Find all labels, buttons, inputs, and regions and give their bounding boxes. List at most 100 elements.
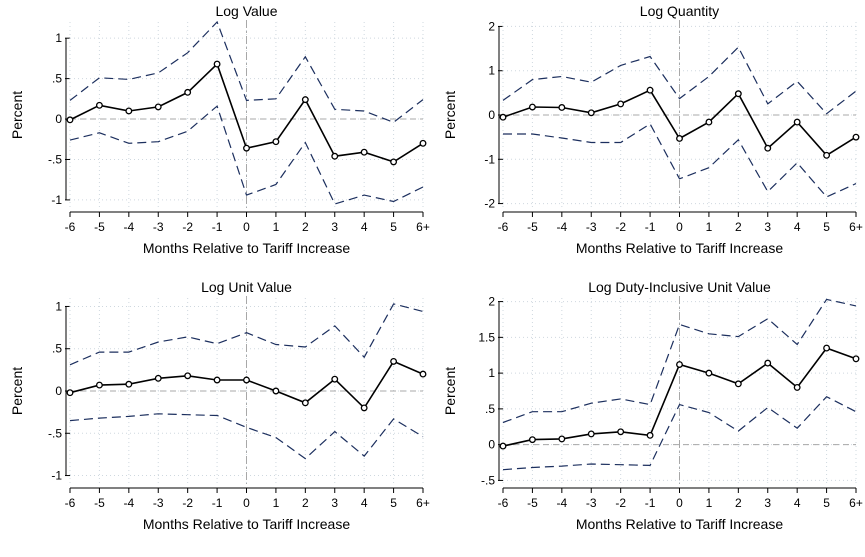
estimate-point xyxy=(360,404,368,412)
estimate-point xyxy=(243,144,250,152)
x-tick-label: -1 xyxy=(645,496,656,510)
estimate-point xyxy=(852,355,860,363)
estimate-point xyxy=(764,144,772,152)
y-tick-label: 1 xyxy=(55,299,62,313)
estimate-point xyxy=(301,399,309,407)
x-tick-label: -1 xyxy=(645,220,656,234)
y-tick-label: 1 xyxy=(488,366,495,380)
chart-title: Log Value xyxy=(215,3,277,19)
x-tick-label: 6+ xyxy=(416,220,430,234)
x-tick-label: 6+ xyxy=(849,496,863,510)
estimate-point xyxy=(676,361,683,368)
y-tick-label: 0 xyxy=(55,384,62,398)
estimate-point xyxy=(734,380,742,388)
x-tick-label: -4 xyxy=(123,220,134,234)
x-axis-title: Months Relative to Tariff Increase xyxy=(143,516,350,532)
panel-log-duty-inclusive-unit-value: Log Duty-Inclusive Unit Value 2 1.5 1.5 0 -.5… xyxy=(433,276,865,552)
x-tick-label: 0 xyxy=(676,220,683,234)
lower-ci-line xyxy=(502,395,857,471)
estimate-point xyxy=(419,370,427,378)
estimate-point xyxy=(331,152,339,160)
x-tick-label: 6+ xyxy=(416,496,430,510)
x-tick-label: 3 xyxy=(331,496,338,510)
x-axis-title: Months Relative to Tariff Increase xyxy=(576,240,783,256)
estimate-point xyxy=(734,90,742,98)
x-tick-label: -5 xyxy=(94,496,105,510)
x-tick-label: 1 xyxy=(706,220,713,234)
y-tick-label: .5 xyxy=(52,72,62,86)
x-tick-label: 2 xyxy=(735,220,742,234)
y-tick-label: -.5 xyxy=(48,426,62,440)
x-tick-label: 6+ xyxy=(849,220,863,234)
chart-title: Log Quantity xyxy=(640,3,719,19)
estimate-point xyxy=(528,103,536,111)
y-axis-title: Percent xyxy=(442,91,458,139)
x-tick-label: -4 xyxy=(123,496,134,510)
estimate-point xyxy=(154,374,162,382)
upper-ci-line xyxy=(69,303,424,366)
panel-log-value: Log Value 1.5 0 -.5 -1 -6 -5 -4 -3 -2 -1 0 1 2 3 4 5 6+ Mo… xyxy=(0,0,432,276)
estimate-point xyxy=(823,151,831,159)
x-tick-label: 4 xyxy=(794,496,801,510)
x-tick-label: -6 xyxy=(498,220,509,234)
estimate-point xyxy=(705,118,713,126)
y-tick-label: 0 xyxy=(488,108,495,122)
x-axis-title: Months Relative to Tariff Increase xyxy=(143,240,350,256)
upper-ci-line xyxy=(502,298,857,424)
y-axis-title: Percent xyxy=(9,91,25,139)
chart-log-duty-inclusive-unit-value: Log Duty-Inclusive Unit Value21.51.50-.5… xyxy=(442,279,863,532)
x-tick-label: 2 xyxy=(302,220,309,234)
x-tick-label: -5 xyxy=(527,496,538,510)
estimate-point xyxy=(95,101,103,109)
y-tick-label: .5 xyxy=(52,342,62,356)
estimate-point xyxy=(528,436,536,444)
x-tick-label: 4 xyxy=(794,220,801,234)
estimate-point xyxy=(823,344,831,352)
estimate-point xyxy=(331,375,339,383)
lower-ci-line xyxy=(69,413,424,460)
y-axis-title: Percent xyxy=(442,367,458,415)
y-tick-label: 1.5 xyxy=(478,330,495,344)
upper-ci-line xyxy=(69,20,424,123)
x-tick-label: 0 xyxy=(243,220,250,234)
y-tick-label: 1 xyxy=(488,64,495,78)
lower-ci-line xyxy=(69,105,424,205)
estimate-point xyxy=(646,86,654,94)
estimate-point xyxy=(587,430,595,438)
estimate-point xyxy=(301,96,309,104)
x-tick-label: -5 xyxy=(527,220,538,234)
y-axis-title: Percent xyxy=(9,367,25,415)
y-tick-label: -1 xyxy=(51,469,62,483)
y-tick-label: 0 xyxy=(55,112,62,126)
x-tick-label: 5 xyxy=(823,496,830,510)
x-tick-label: 1 xyxy=(273,220,280,234)
estimate-point xyxy=(793,383,801,391)
y-tick-label: 2 xyxy=(488,295,495,309)
x-tick-label: -1 xyxy=(212,220,223,234)
x-tick-label: 3 xyxy=(764,496,771,510)
estimate-point xyxy=(243,376,250,384)
y-tick-label: 1 xyxy=(55,31,62,45)
estimate-point xyxy=(272,138,280,146)
x-tick-label: 3 xyxy=(331,220,338,234)
panel-log-unit-value: Log Unit Value 1.5 0 -.5 -1 -6 -5 -4 -3 -2 -1 0 1 2 3 4… xyxy=(0,276,432,552)
estimate-point xyxy=(125,107,133,115)
y-tick-label: .5 xyxy=(485,402,495,416)
estimate-point xyxy=(213,376,221,384)
x-tick-label: -1 xyxy=(212,496,223,510)
y-tick-label: 2 xyxy=(488,19,495,33)
estimate-point xyxy=(852,133,860,141)
x-tick-label: -6 xyxy=(65,496,76,510)
x-tick-label: 1 xyxy=(706,496,713,510)
estimate-point xyxy=(617,428,625,436)
x-tick-label: -6 xyxy=(498,496,509,510)
estimate-point xyxy=(272,387,280,395)
x-tick-label: 2 xyxy=(302,496,309,510)
estimate-point xyxy=(705,369,713,377)
estimate-point xyxy=(499,442,507,450)
y-tick-label: -1 xyxy=(484,152,495,166)
y-tick-label: -2 xyxy=(484,197,495,211)
estimate-point xyxy=(419,139,427,147)
